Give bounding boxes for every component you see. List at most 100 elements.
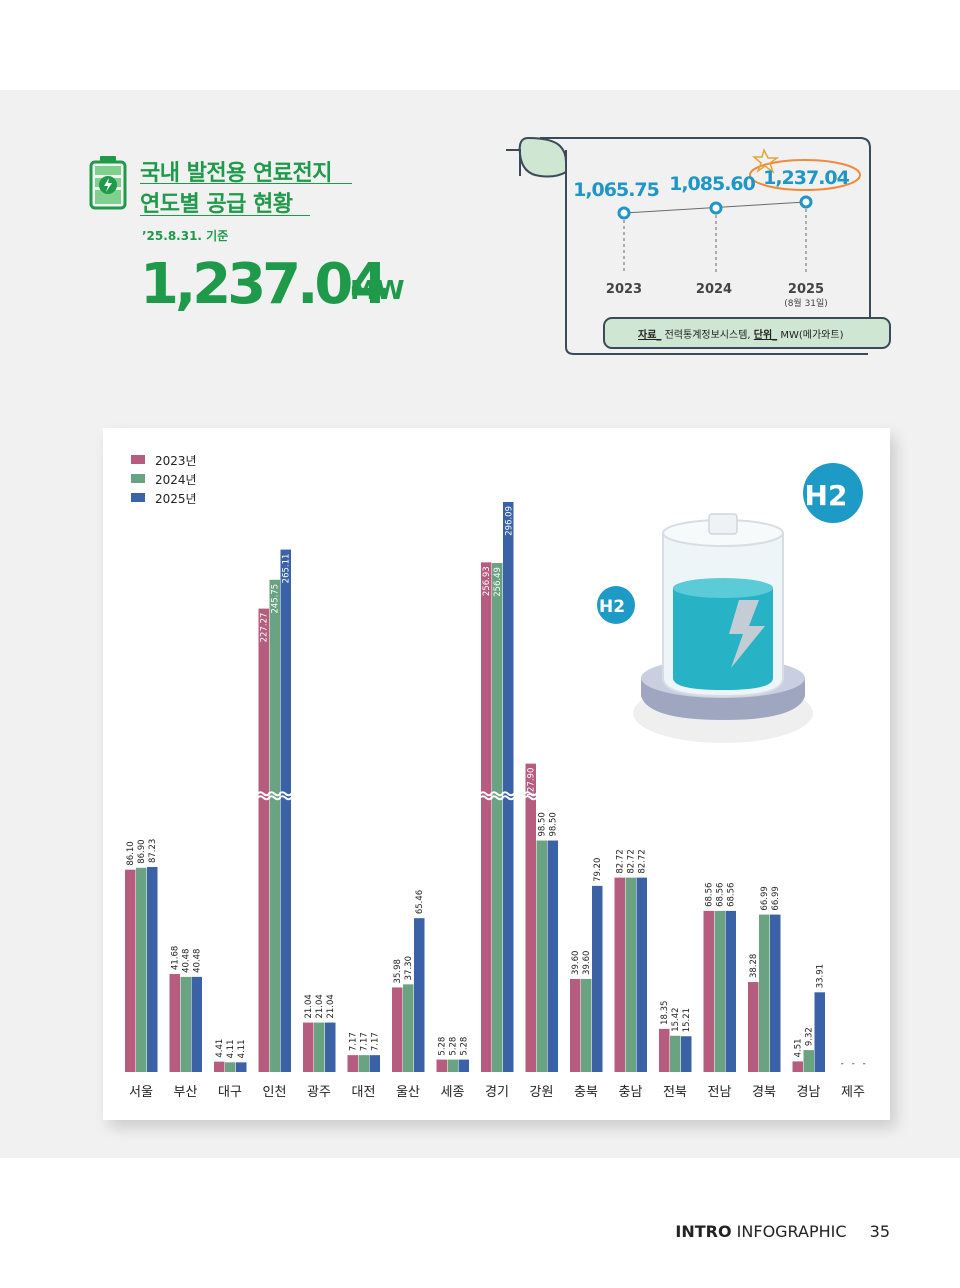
legend-label: 2024년 bbox=[155, 473, 197, 487]
timeline-points: 1,065.75 1,085.60 1,237.04 2023 2024 202… bbox=[573, 167, 851, 309]
bar bbox=[125, 869, 136, 1072]
bar-value-label: 7.17 bbox=[349, 1032, 359, 1051]
bar-value-label: 33.91 bbox=[816, 964, 826, 988]
bar-value-label: 4.11 bbox=[226, 1039, 236, 1058]
bar bbox=[614, 877, 625, 1072]
chart-legend: 2023년 2024년 2025년 bbox=[131, 454, 197, 506]
battery-illustration: H2 H2 bbox=[597, 463, 863, 743]
bar-value-label: 245.75 bbox=[271, 584, 281, 614]
bar-value-label: 66.99 bbox=[771, 886, 781, 910]
axis-break-mark bbox=[490, 795, 504, 801]
bar bbox=[503, 502, 514, 1072]
bar-value-label: 66.99 bbox=[760, 886, 770, 910]
bar-value-label: 4.11 bbox=[237, 1039, 247, 1058]
bar-chart: H2 H2 2023년 2024년 2025년 86.10 86.90 87.23 서울 4… bbox=[125, 454, 866, 1100]
legend-label: 2023년 bbox=[155, 454, 197, 468]
page-title-line1: 국내 발전용 연료전지 bbox=[140, 161, 332, 186]
bar-value-label: 39.60 bbox=[571, 951, 581, 975]
category-label: 경기 bbox=[485, 1085, 509, 1100]
axis-break-mark bbox=[278, 795, 293, 801]
bar-value-label: 35.98 bbox=[393, 959, 403, 983]
bar-value-label: 82.72 bbox=[616, 849, 626, 873]
bar-value-label: 86.10 bbox=[126, 841, 136, 865]
bar-value-label: 21.04 bbox=[304, 994, 314, 1018]
axis-break-mark bbox=[479, 791, 493, 797]
title-underline bbox=[140, 183, 352, 184]
timeline-value-2023: 1,065.75 bbox=[573, 179, 659, 201]
bar bbox=[770, 914, 781, 1072]
bar-value-label: 5.28 bbox=[449, 1037, 459, 1056]
bar bbox=[792, 1061, 803, 1072]
bar-value-label: 98.50 bbox=[549, 812, 559, 836]
category-label: 서울 bbox=[129, 1085, 153, 1100]
bar-value-label: 79.20 bbox=[593, 858, 603, 882]
category-label: 충남 bbox=[619, 1085, 643, 1100]
bar bbox=[214, 1061, 225, 1072]
bar-value-label: 7.17 bbox=[360, 1032, 370, 1051]
category-label: 전남 bbox=[708, 1085, 732, 1100]
timeline-value-2024: 1,085.60 bbox=[669, 173, 756, 195]
bar bbox=[436, 1059, 447, 1072]
bar-value-label: 37.30 bbox=[404, 956, 414, 980]
axis-break-mark bbox=[256, 791, 271, 797]
bar bbox=[636, 877, 647, 1072]
bar bbox=[280, 549, 291, 1072]
bar-value-label: 227.27 bbox=[260, 613, 270, 643]
bar bbox=[191, 976, 202, 1072]
axis-break-mark bbox=[501, 791, 515, 797]
axis-break-mark bbox=[267, 791, 282, 797]
total-unit: MW bbox=[350, 276, 405, 306]
category-label: 울산 bbox=[396, 1085, 420, 1100]
category-label: 제주 bbox=[841, 1085, 865, 1100]
page-number: 35 bbox=[869, 1222, 890, 1241]
bar-value-label: 265.11 bbox=[282, 554, 292, 584]
h2-badge-large: H2 bbox=[805, 479, 848, 512]
bar bbox=[659, 1028, 670, 1072]
bar bbox=[458, 1059, 469, 1072]
bar bbox=[136, 867, 147, 1072]
legend-swatch bbox=[131, 474, 145, 483]
source-line: 자료_ 전력통계정보시스템, 단위_ MW(메가와트) bbox=[638, 328, 844, 341]
bar-value-label: 87.23 bbox=[148, 839, 158, 863]
bar bbox=[414, 918, 425, 1072]
bar-value-label: 98.50 bbox=[538, 812, 548, 836]
timeline-year-2024: 2024 bbox=[696, 282, 732, 297]
bar bbox=[169, 974, 180, 1072]
title-underline bbox=[140, 215, 310, 216]
legend-swatch bbox=[131, 493, 145, 502]
bar bbox=[358, 1055, 369, 1072]
axis-break-mark bbox=[278, 791, 293, 797]
h2-badge-small: H2 bbox=[599, 597, 625, 617]
total-value: 1,237.04 bbox=[140, 252, 388, 317]
category-label: 경북 bbox=[752, 1085, 776, 1100]
bar-value-label: - bbox=[841, 1059, 844, 1069]
category-label: 전북 bbox=[663, 1085, 687, 1100]
bar bbox=[547, 840, 558, 1072]
bar-value-label: 68.56 bbox=[705, 883, 715, 907]
category-label: 광주 bbox=[307, 1085, 331, 1100]
bar-value-label: 5.28 bbox=[460, 1037, 470, 1056]
timeline-year-2023: 2023 bbox=[606, 282, 642, 297]
bar-value-label: 4.41 bbox=[215, 1039, 225, 1058]
timeline-year-2025: 2025 bbox=[788, 282, 824, 297]
page-footer: INTRO INFOGRAPHIC 35 bbox=[675, 1222, 890, 1241]
bar-value-label: 15.42 bbox=[671, 1007, 681, 1031]
category-label: 대구 bbox=[218, 1085, 242, 1100]
bar bbox=[748, 982, 759, 1072]
timeline-value-2025: 1,237.04 bbox=[763, 167, 850, 189]
axis-break-mark bbox=[256, 795, 271, 801]
bar bbox=[392, 987, 403, 1072]
bar-value-label: 15.21 bbox=[682, 1008, 692, 1032]
bar-value-label: 65.46 bbox=[415, 890, 425, 914]
axis-break-mark bbox=[523, 795, 538, 801]
footer-section: INTRO bbox=[675, 1222, 732, 1241]
unit-text: MW(메가와트) bbox=[780, 329, 843, 341]
chart-card: H2 H2 2023년 2024년 2025년 86.10 86.90 87.23 서울 4… bbox=[103, 428, 890, 1120]
bar bbox=[525, 763, 536, 1072]
bar bbox=[681, 1036, 692, 1072]
unit-label: 단위_ bbox=[754, 328, 777, 341]
bar-value-label: 68.56 bbox=[727, 883, 737, 907]
bar-value-label: 256.93 bbox=[482, 566, 492, 596]
category-label: 세종 bbox=[441, 1085, 465, 1100]
